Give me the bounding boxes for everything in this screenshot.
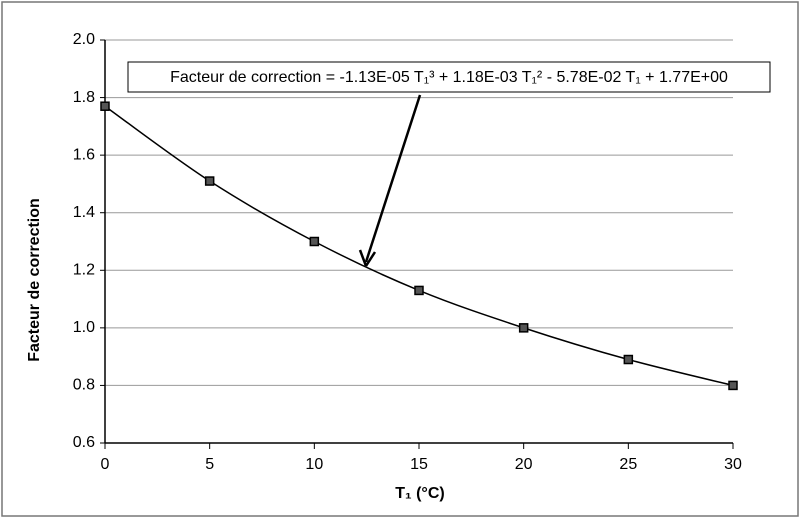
x-tick-label: 0 (101, 456, 110, 473)
data-point (728, 380, 738, 391)
y-axis-label: Facteur de correction (26, 198, 43, 362)
x-tick-label: 10 (305, 456, 323, 473)
y-tick-label: 2.0 (73, 31, 95, 48)
data-point (414, 285, 424, 296)
data-point (518, 323, 529, 333)
annotation-box (127, 61, 771, 93)
data-point (623, 354, 634, 365)
x-tick-label: 5 (205, 456, 214, 473)
data-point (309, 236, 320, 247)
x-tick-label: 20 (515, 456, 533, 473)
y-tick-label: 0.8 (73, 377, 95, 394)
y-tick-label: 1.4 (73, 204, 95, 221)
data-point (204, 176, 215, 186)
x-tick-label: 30 (724, 456, 742, 473)
x-tick-label: 15 (410, 456, 428, 473)
y-tick-label: 1.2 (73, 262, 95, 279)
y-tick-label: 1.8 (73, 89, 95, 106)
x-tick-label: 25 (619, 456, 637, 473)
annotation-arrow (364, 94, 422, 263)
y-tick-label: 1.0 (73, 319, 95, 336)
plot-area: 0.6 0.8 1.0 1.2 1.4 1.6 1.8 2.0 0 5 10 15 20 25 30 (73, 31, 742, 473)
x-axis-label: T₁ (°C) (395, 485, 444, 502)
annotation: Facteur de correction = -1.13E-05 T₁³ + … (170, 69, 728, 86)
y-tick-label: 1.6 (73, 146, 95, 163)
y-tick-label: 0.6 (73, 434, 95, 451)
arrow-head (358, 249, 377, 267)
data-point (100, 101, 110, 111)
